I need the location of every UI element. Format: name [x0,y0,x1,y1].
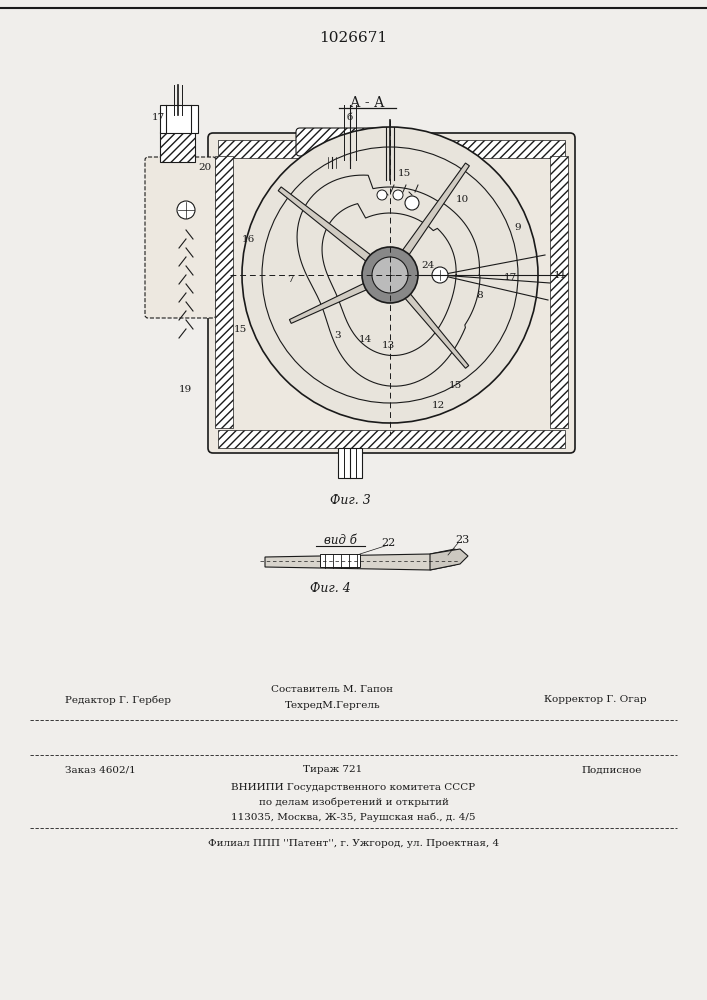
Bar [550,156,568,428]
Text: 22: 22 [381,538,395,548]
Bar [160,132,195,162]
Text: Подписное: Подписное [582,766,642,774]
Text: ВНИИПИ Государственного комитета СССР: ВНИИПИ Государственного комитета СССР [231,782,476,792]
Bar [218,140,565,158]
Text: 16: 16 [241,235,255,244]
Text: А - А: А - А [351,96,385,110]
Text: 10: 10 [455,196,469,205]
Circle shape [177,201,195,219]
Text: 11: 11 [554,270,566,279]
Text: 15: 15 [233,326,247,334]
FancyBboxPatch shape [296,128,404,156]
Text: 19: 19 [178,385,192,394]
Text: 23: 23 [455,535,469,545]
Text: 9: 9 [515,224,521,232]
Polygon shape [265,549,455,570]
Polygon shape [430,549,468,570]
FancyBboxPatch shape [208,133,575,453]
Text: Фиг. 4: Фиг. 4 [310,582,351,594]
Polygon shape [404,292,469,368]
Polygon shape [401,163,469,257]
Circle shape [405,196,419,210]
Bar [320,554,360,567]
FancyBboxPatch shape [145,157,216,318]
Text: 20: 20 [199,163,211,172]
Text: 15: 15 [397,168,411,178]
Text: Составитель М. Гапон: Составитель М. Гапон [271,686,393,694]
Circle shape [242,127,538,423]
Circle shape [393,190,403,200]
Text: 1026671: 1026671 [320,31,387,45]
Text: Редактор Г. Гербер: Редактор Г. Гербер [65,695,171,705]
Text: 12: 12 [431,400,445,410]
Bar [215,156,233,428]
Text: ТехредМ.Гергель: ТехредМ.Гергель [284,700,380,710]
Text: Заказ 4602/1: Заказ 4602/1 [65,766,136,774]
Bar [338,448,362,478]
Text: б: б [347,113,353,122]
Text: 3: 3 [334,330,341,340]
Text: 113035, Москва, Ж-35, Раушская наб., д. 4/5: 113035, Москва, Ж-35, Раушская наб., д. … [231,812,476,822]
Text: вид б: вид б [324,534,356,546]
Text: 14: 14 [358,336,372,344]
Text: 7: 7 [286,275,293,284]
Text: Тираж 721: Тираж 721 [303,766,362,774]
Text: 15: 15 [448,380,462,389]
Bar [218,430,565,448]
Circle shape [432,267,448,283]
Text: 13: 13 [381,340,395,350]
Circle shape [377,190,387,200]
Bar [160,105,198,133]
Circle shape [362,247,418,303]
Circle shape [372,257,408,293]
Text: 17: 17 [151,112,165,121]
Polygon shape [289,282,369,323]
Text: 8: 8 [477,290,484,300]
Polygon shape [278,187,373,263]
Text: 17: 17 [503,273,517,282]
Text: Филиал ППП ''Патент'', г. Ужгород, ул. Проектная, 4: Филиал ППП ''Патент'', г. Ужгород, ул. П… [208,840,499,848]
Text: Фиг. 3: Фиг. 3 [329,493,370,506]
Text: по делам изобретений и открытий: по делам изобретений и открытий [259,797,448,807]
Text: 24: 24 [421,260,435,269]
Text: Корректор Г. Огар: Корректор Г. Огар [544,696,647,704]
